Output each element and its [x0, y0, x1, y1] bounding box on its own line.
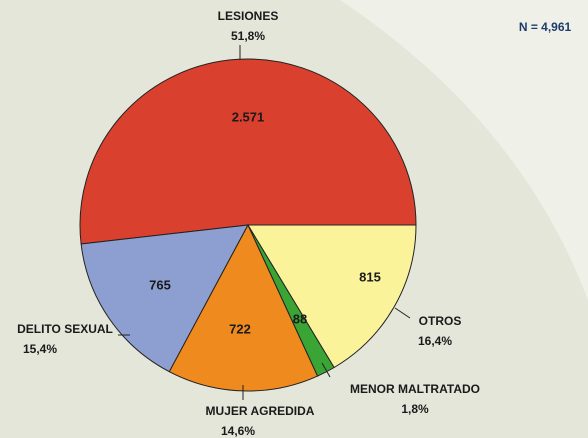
percent-label: 14,6% [221, 424, 255, 438]
percent-label: 16,4% [418, 334, 452, 348]
category-label: MENOR MALTRATADO [350, 382, 480, 396]
leader-line [321, 362, 331, 378]
pie-slice [79, 58, 417, 245]
percent-label: 51,8% [231, 29, 265, 43]
value-label: 765 [149, 277, 171, 292]
category-label: OTROS [419, 314, 462, 328]
category-label: MUJER AGREDIDA [206, 404, 315, 418]
value-label: 2.571 [232, 109, 265, 124]
percent-label: 15,4% [23, 342, 57, 356]
percent-label: 1,8% [401, 402, 429, 416]
value-label: 88 [293, 311, 307, 326]
value-label: 815 [359, 269, 381, 284]
pie-slice [247, 224, 417, 369]
annotation: N = 4,961 [519, 20, 572, 34]
category-label: DELITO SEXUAL [17, 322, 113, 336]
category-label: LESIONES [218, 9, 279, 23]
leader-line [394, 307, 411, 319]
value-label: 722 [229, 321, 251, 336]
background-curve [340, 0, 588, 300]
